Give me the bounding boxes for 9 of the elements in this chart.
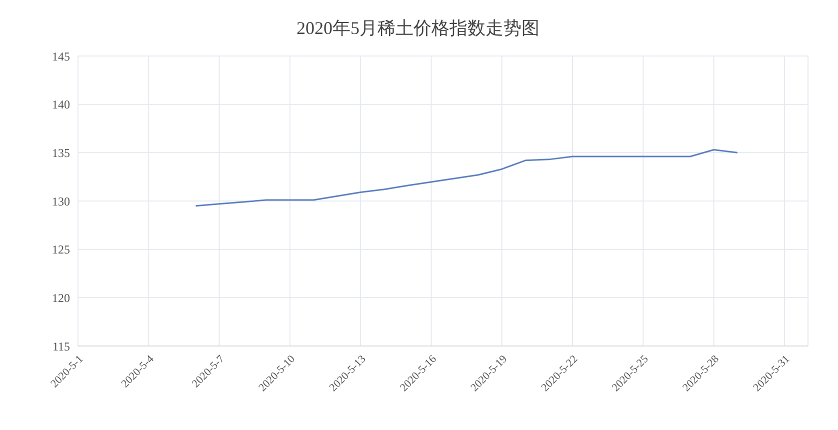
y-tick-label: 130 (52, 194, 70, 208)
y-tick-label: 115 (52, 339, 70, 354)
y-tick-label: 135 (52, 146, 70, 160)
y-tick-label: 120 (52, 290, 70, 305)
y-tick-label: 140 (52, 98, 70, 112)
line-series (194, 149, 738, 207)
chart-title: 2020年5月稀土价格指数走势图 (296, 17, 540, 40)
y-tick-label: 145 (52, 49, 70, 64)
y-tick-label: 125 (52, 242, 70, 257)
